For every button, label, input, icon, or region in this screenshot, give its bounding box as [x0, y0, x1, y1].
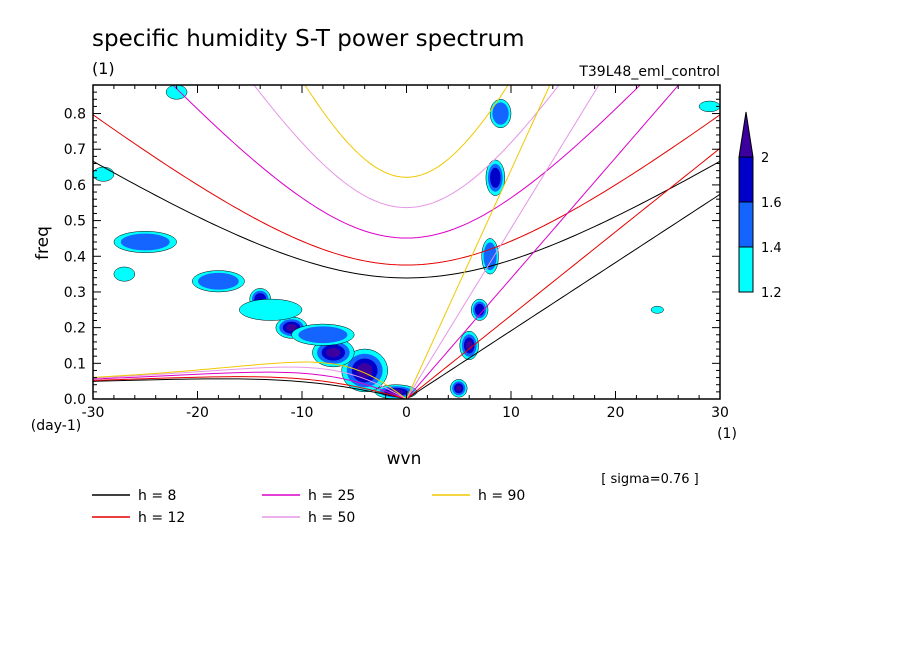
kelvin-curve-h12 — [406, 147, 720, 399]
x-tick-label: -10 — [291, 405, 314, 421]
sigma-note: [ sigma=0.76 ] — [601, 472, 699, 487]
contour-region-9-level-2 — [490, 167, 501, 188]
legend-label: h = 90 — [478, 488, 525, 504]
y-unit-label: (day-1) — [31, 418, 81, 434]
x-tick-label: -30 — [82, 405, 105, 421]
rossby-curve-h25 — [93, 371, 407, 399]
y-axis: 0.0 0.1 0.2 0.3 0.4 0.5 0.6 0.7 0.8 — [64, 84, 720, 408]
contour-region-1-level-3 — [326, 347, 341, 358]
x-tick-label: 10 — [502, 405, 520, 421]
y-tick-label: 0.2 — [64, 321, 86, 337]
rossby-curve-h8 — [93, 378, 407, 399]
y-tick-label: 0.1 — [64, 356, 86, 372]
legend-label: h = 25 — [308, 488, 355, 504]
chart-title: specific humidity S-T power spectrum — [92, 26, 524, 52]
x-tick-label: 20 — [607, 405, 625, 421]
contour-region-13-level-1 — [198, 272, 239, 290]
contour-region-2-level-3 — [286, 323, 297, 332]
colorbar-label: 2 — [761, 151, 769, 166]
x-tick-label: 0 — [402, 405, 411, 421]
y-tick-label: 0.3 — [64, 285, 86, 301]
chart-subtitle-left: (1) — [92, 59, 115, 78]
colorbar-label: 1.4 — [761, 241, 782, 256]
colorbar-label: 1.2 — [761, 286, 782, 301]
curve-legend: h = 8 h = 12 h = 25 h = 50 h = 90 — [92, 488, 525, 526]
contour-fill-group — [93, 85, 720, 399]
contour-region-14-level-0 — [239, 298, 303, 321]
colorbar-label: 1.6 — [761, 196, 782, 211]
gravity-curve-h90 — [304, 85, 509, 178]
y-tick-label: 0.8 — [64, 107, 86, 123]
contour-region-5-level-3 — [455, 385, 462, 392]
y-axis-label: freq — [33, 226, 53, 260]
colorbar-swatch — [738, 201, 754, 248]
colorbar-swatch — [738, 156, 754, 203]
legend-label: h = 8 — [138, 488, 176, 504]
legend-label: h = 12 — [138, 510, 185, 526]
gravity-curve-h25 — [172, 85, 641, 239]
rossby-curve-h90 — [93, 361, 407, 399]
contour-region-7-level-2 — [474, 303, 485, 316]
kelvin-curve-h25 — [406, 85, 680, 399]
kelvin-curve-h50 — [406, 85, 600, 399]
x-tick-label: 30 — [711, 405, 729, 421]
y-tick-label: 0.4 — [64, 249, 86, 265]
contour-region-12-level-0 — [113, 266, 136, 282]
gravity-curve-h50 — [253, 85, 560, 209]
kelvin-curve-h8 — [406, 193, 720, 399]
contour-region-10-level-1 — [492, 102, 509, 125]
contour-region-8-level-1 — [483, 242, 497, 271]
x-unit-label: (1) — [717, 426, 737, 442]
x-axis-label: wvn — [387, 449, 422, 469]
plot-frame — [92, 84, 721, 400]
x-tick-label: -20 — [186, 405, 209, 421]
contour-region-17-level-0 — [165, 85, 188, 100]
kelvin-curve-h90 — [406, 85, 551, 399]
chart-subtitle-right: T39L48_eml_control — [578, 64, 720, 80]
contour-region-0-level-3 — [356, 363, 373, 378]
colorbar-swatch — [738, 246, 754, 293]
legend-label: h = 50 — [308, 510, 355, 526]
gravity-curve-h8 — [93, 160, 720, 279]
contour-region-11-level-1 — [120, 233, 170, 251]
contour-region-16-level-0 — [93, 166, 115, 182]
colorbar-arrow — [738, 111, 754, 158]
dispersion-curves-group — [93, 85, 720, 399]
gravity-curve-h12 — [93, 114, 720, 266]
y-tick-label: 0.7 — [64, 142, 86, 158]
rossby-curve-h50 — [93, 366, 407, 399]
contour-region-19-level-0 — [650, 305, 664, 314]
rossby-curve-h12 — [93, 376, 407, 399]
y-tick-label: 0.0 — [64, 392, 86, 408]
colorbar: 2 1.6 1.4 1.2 — [738, 111, 782, 301]
y-tick-label: 0.5 — [64, 214, 86, 230]
y-tick-label: 0.6 — [64, 178, 86, 194]
x-axis: -30 -20 -10 0 10 20 30 — [82, 85, 729, 421]
contour-region-15-level-1 — [298, 326, 348, 344]
